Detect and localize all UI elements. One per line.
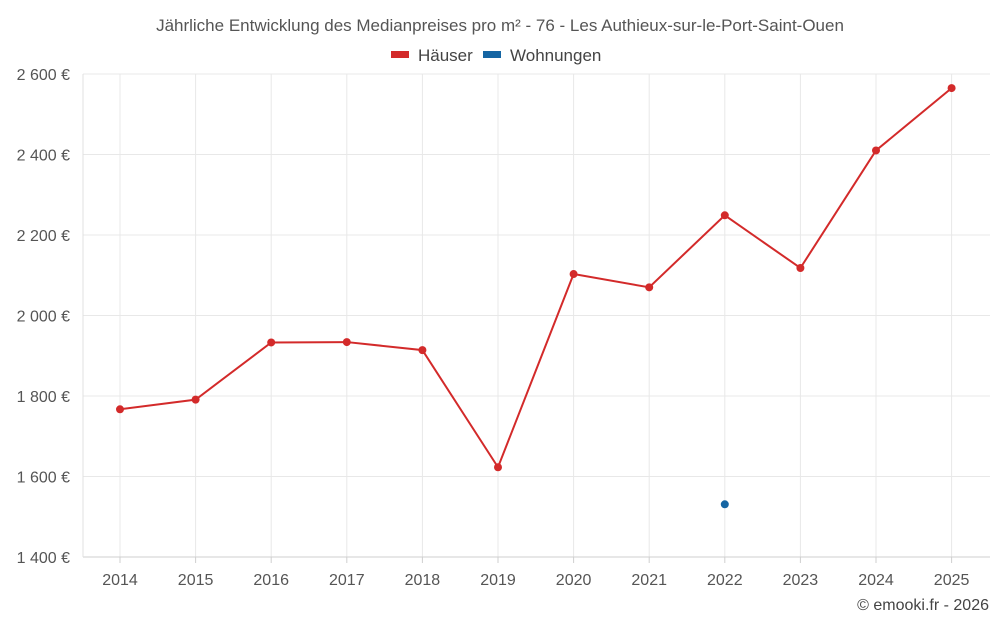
- data-point-häuser-2021[interactable]: [645, 283, 654, 292]
- x-tick-label: 2014: [102, 572, 138, 589]
- y-tick-label: 2 600 €: [17, 67, 70, 84]
- series-layer: [116, 84, 956, 509]
- data-point-häuser-2023[interactable]: [796, 264, 805, 273]
- chart-title: Jährliche Entwicklung des Medianpreises …: [156, 16, 844, 35]
- y-tick-label: 2 000 €: [17, 309, 70, 326]
- x-tick-label: 2022: [707, 572, 743, 589]
- data-point-häuser-2019[interactable]: [494, 463, 502, 472]
- axes: 1 400 € 1 600 € 1 800 € 2 000 € 2 200 € 2 400…: [17, 67, 990, 589]
- x-tick-label: 2024: [858, 572, 894, 589]
- y-tick-label: 1 800 €: [17, 389, 70, 406]
- data-point-häuser-2014[interactable]: [116, 405, 124, 414]
- data-point-häuser-2015[interactable]: [191, 395, 200, 404]
- data-point-häuser-2022[interactable]: [720, 211, 729, 220]
- data-point-häuser-2024[interactable]: [872, 146, 880, 155]
- data-point-häuser-2018[interactable]: [418, 346, 427, 355]
- legend-item-1[interactable]: Wohnungen: [483, 46, 601, 65]
- x-tick-label: 2017: [329, 572, 365, 589]
- gridlines: [83, 73, 990, 558]
- y-tick-label: 2 200 €: [17, 228, 70, 245]
- y-tick-label: 2 400 €: [17, 148, 70, 165]
- legend-swatch: [483, 51, 501, 58]
- data-point-häuser-2016[interactable]: [267, 338, 276, 347]
- data-point-wohnungen-2022[interactable]: [720, 500, 729, 509]
- data-point-häuser-2025[interactable]: [947, 84, 956, 93]
- data-point-häuser-2020[interactable]: [569, 270, 578, 279]
- y-tick-label: 1 600 €: [17, 470, 70, 487]
- y-tick-label: 1 400 €: [17, 550, 70, 567]
- x-tick-label: 2018: [405, 572, 441, 589]
- x-tick-label: 2025: [934, 572, 970, 589]
- x-tick-label: 2019: [480, 572, 516, 589]
- data-point-häuser-2017[interactable]: [342, 338, 351, 347]
- legend-swatch: [391, 51, 409, 58]
- x-tick-label: 2016: [253, 572, 289, 589]
- credit-text: © emooki.fr - 2026: [857, 597, 989, 614]
- x-tick-label: 2021: [631, 572, 667, 589]
- x-tick-label: 2015: [178, 572, 214, 589]
- legend-item-0[interactable]: Häuser: [391, 46, 473, 65]
- x-tick-label: 2020: [556, 572, 592, 589]
- x-tick-label: 2023: [783, 572, 819, 589]
- legend-label: Wohnungen: [510, 46, 601, 65]
- legend-label: Häuser: [418, 46, 473, 65]
- legend: Häuser Wohnungen: [391, 46, 601, 65]
- series-line-0: [119, 87, 953, 470]
